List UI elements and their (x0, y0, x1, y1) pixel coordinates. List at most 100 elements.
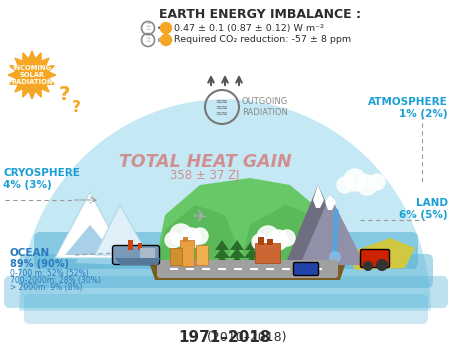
Text: (2010–2018): (2010–2018) (163, 330, 287, 343)
Text: ∼: ∼ (145, 34, 151, 38)
Polygon shape (313, 185, 324, 208)
Text: OUTGOING
RADIATION: OUTGOING RADIATION (242, 97, 288, 118)
Circle shape (329, 251, 341, 263)
Bar (235, 262, 239, 268)
Text: 0-700 m: 52% (52%): 0-700 m: 52% (52%) (10, 269, 89, 278)
Polygon shape (245, 240, 259, 250)
Text: ✈: ✈ (192, 208, 208, 228)
Bar (138, 243, 142, 250)
Circle shape (257, 226, 279, 248)
Polygon shape (212, 256, 232, 266)
Bar (183, 237, 188, 242)
Bar (250, 268, 258, 270)
FancyBboxPatch shape (294, 263, 318, 275)
Text: TOTAL HEAT GAIN: TOTAL HEAT GAIN (119, 153, 291, 171)
Circle shape (376, 259, 388, 271)
Bar (250, 262, 254, 268)
Polygon shape (150, 260, 345, 280)
Circle shape (161, 23, 171, 34)
Text: ∼: ∼ (145, 22, 151, 26)
Polygon shape (55, 192, 125, 258)
Bar (140, 248, 155, 258)
Text: <: < (157, 23, 165, 33)
Text: 700-2000m: 28% (30%): 700-2000m: 28% (30%) (10, 276, 101, 285)
Bar (218, 268, 226, 270)
Circle shape (279, 230, 295, 246)
Polygon shape (285, 185, 355, 265)
Polygon shape (214, 248, 230, 258)
FancyBboxPatch shape (157, 260, 338, 278)
Text: ≈≈: ≈≈ (216, 108, 228, 118)
FancyBboxPatch shape (19, 254, 433, 288)
Circle shape (344, 169, 366, 191)
Polygon shape (155, 205, 235, 265)
Text: 89% (90%): 89% (90%) (10, 259, 69, 269)
Bar (234, 268, 242, 270)
Bar (220, 262, 224, 268)
FancyBboxPatch shape (4, 276, 448, 308)
FancyBboxPatch shape (112, 245, 160, 264)
Text: ≈: ≈ (157, 35, 165, 45)
Circle shape (337, 177, 353, 193)
Text: LAND
6% (5%): LAND 6% (5%) (400, 198, 448, 220)
Circle shape (268, 230, 288, 250)
Text: EARTH ENERGY IMBALANCE :: EARTH ENERGY IMBALANCE : (159, 8, 361, 21)
Bar (128, 240, 133, 250)
Polygon shape (240, 205, 335, 265)
Text: ?: ? (72, 100, 80, 114)
Text: ≈≈: ≈≈ (216, 96, 228, 106)
Polygon shape (115, 258, 160, 265)
Polygon shape (229, 248, 245, 258)
Text: > 2000m: 9% (8%): > 2000m: 9% (8%) (10, 283, 83, 292)
Text: 1971–2018: 1971–2018 (179, 329, 271, 345)
Bar (170, 248, 182, 265)
FancyBboxPatch shape (360, 250, 390, 268)
FancyBboxPatch shape (34, 232, 418, 269)
Text: ∼: ∼ (145, 24, 151, 30)
Polygon shape (242, 256, 262, 266)
Polygon shape (333, 210, 338, 255)
Text: ≈≈: ≈≈ (216, 102, 228, 112)
Bar (180, 240, 194, 266)
Polygon shape (65, 225, 115, 255)
Text: 0.47 ± 0.1 (0.87 ± 0.12) W m⁻²: 0.47 ± 0.1 (0.87 ± 0.12) W m⁻² (174, 24, 324, 32)
Bar (298, 268, 306, 270)
Text: ?: ? (58, 85, 70, 104)
Polygon shape (155, 178, 340, 265)
Bar (255, 243, 280, 263)
Text: ∼: ∼ (145, 40, 151, 44)
Text: ATMOSPHERE
1% (2%): ATMOSPHERE 1% (2%) (368, 97, 448, 119)
Circle shape (192, 228, 208, 244)
Polygon shape (230, 240, 244, 250)
Polygon shape (325, 195, 336, 210)
Circle shape (181, 228, 201, 248)
Bar (282, 268, 290, 270)
Circle shape (369, 174, 385, 190)
Text: CRYOSPHERE
4% (3%): CRYOSPHERE 4% (3%) (3, 168, 80, 190)
FancyBboxPatch shape (24, 294, 428, 324)
Circle shape (161, 35, 171, 46)
Circle shape (357, 175, 377, 195)
Bar (170, 268, 178, 270)
Text: 358 ± 37 ZJ: 358 ± 37 ZJ (170, 169, 240, 183)
Circle shape (252, 234, 268, 250)
Circle shape (170, 224, 192, 246)
Polygon shape (348, 253, 355, 265)
Bar (267, 239, 273, 245)
Text: OCEAN: OCEAN (10, 248, 50, 258)
Text: ∼: ∼ (145, 28, 151, 32)
Polygon shape (75, 248, 145, 265)
Polygon shape (215, 240, 229, 250)
Text: Required CO₂ reduction: -57 ± 8 ppm: Required CO₂ reduction: -57 ± 8 ppm (174, 36, 351, 44)
Polygon shape (8, 51, 56, 99)
Polygon shape (348, 238, 415, 270)
Circle shape (165, 232, 181, 248)
Polygon shape (227, 256, 247, 266)
Circle shape (363, 261, 373, 271)
Polygon shape (300, 195, 365, 265)
Polygon shape (244, 248, 260, 258)
Bar (314, 268, 322, 270)
Bar (266, 268, 274, 270)
Text: ∼: ∼ (145, 36, 151, 42)
Polygon shape (20, 100, 430, 310)
